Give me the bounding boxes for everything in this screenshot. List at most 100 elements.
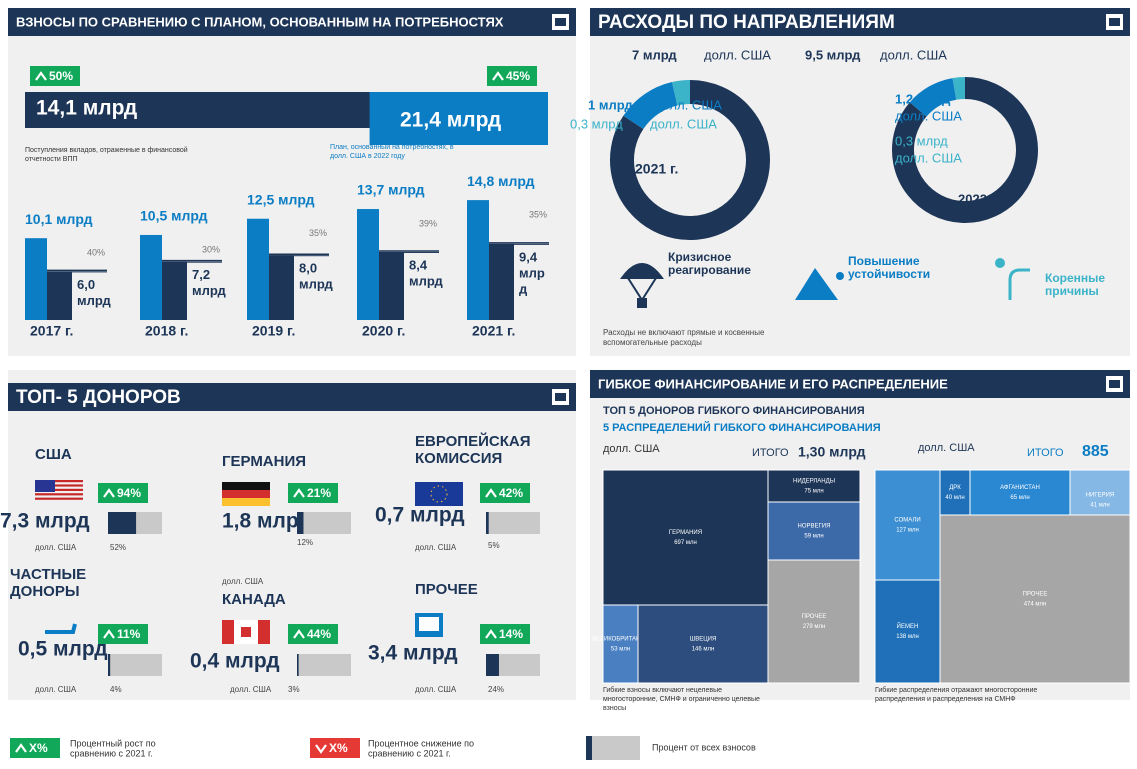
funded-value: 8,0 xyxy=(299,261,317,276)
unit: долл. США xyxy=(35,543,77,552)
funded-bar xyxy=(269,255,294,320)
share-bar xyxy=(486,654,499,676)
treemap-cell xyxy=(767,501,861,561)
year: 2018 г. xyxy=(145,323,188,339)
year: 2019 г. xyxy=(252,323,295,339)
share-track xyxy=(297,654,351,676)
value: 1,2 млрд xyxy=(895,91,951,106)
year: 2022 xyxy=(958,191,987,206)
unit: долл. США xyxy=(655,97,722,112)
funded-line xyxy=(379,251,439,253)
change-badge xyxy=(288,483,338,503)
total-value: 1,30 млрд xyxy=(798,444,866,460)
cell-value: 474 млн xyxy=(1024,602,1047,608)
treemap-cell xyxy=(767,559,861,684)
year: 2017 г. xyxy=(30,323,73,339)
legend-share-bar xyxy=(586,736,592,760)
donor-name: ЧАСТНЫЕ xyxy=(10,566,86,583)
arrow-icon xyxy=(485,488,497,498)
cell-name: ПРОЧЕЕ xyxy=(802,614,827,620)
category: причины xyxy=(1045,284,1099,298)
cell-name: АФГАНИСТАН xyxy=(1000,485,1040,491)
note: взносы xyxy=(603,705,626,712)
cell-name: ГЕРМАНИЯ xyxy=(669,530,702,536)
donor-amount: 7,3 млрд xyxy=(0,510,90,533)
change-value: X% xyxy=(29,741,48,755)
change-value: 94% xyxy=(117,486,141,500)
donor-name: ДОНОРЫ xyxy=(10,583,80,600)
donor-amount: 0,4 млрд xyxy=(190,650,280,673)
share-value: 12% xyxy=(297,538,313,547)
cell-name: ПРОЧЕЕ xyxy=(1023,592,1048,598)
unit: долл. США xyxy=(650,116,717,131)
total-value: 13,7 млрд xyxy=(357,182,425,198)
unit: долл. США xyxy=(230,685,272,694)
treemap-cell xyxy=(969,469,1071,516)
cell-name: НИДЕРЛАНДЫ xyxy=(793,479,835,485)
change-badge xyxy=(480,483,530,503)
note: Гибкие взносы включают нецелевые xyxy=(603,686,722,694)
flag-stripe xyxy=(35,493,83,496)
funded-line xyxy=(47,271,107,273)
note: Поступления вкладов, отраженные в финанс… xyxy=(25,146,188,154)
donut-segment xyxy=(623,82,678,130)
value: 0,3 млрд xyxy=(895,133,948,148)
total-value: 885 xyxy=(1082,443,1109,460)
change-badge xyxy=(30,66,80,86)
value: 7 млрд xyxy=(632,47,677,62)
cell-name: ВЕЛИКОБРИТАНИЯ xyxy=(592,637,649,643)
treemap-cell xyxy=(637,604,769,684)
change-value: 42% xyxy=(499,486,523,500)
donor-amount: 3,4 млрд xyxy=(368,642,458,665)
icon-people-inner xyxy=(419,617,439,631)
panel-title: ВЗНОСЫ ПО СРАВНЕНИЮ С ПЛАНОМ, ОСНОВАННЫМ… xyxy=(16,14,504,29)
funded-value: 6,0 xyxy=(77,277,95,292)
flag-stripe xyxy=(35,480,83,483)
share-track xyxy=(108,654,162,676)
donut-segment xyxy=(671,80,691,106)
category: Кризисное xyxy=(668,250,732,264)
icon-parachute xyxy=(620,263,664,301)
change-value: 14% xyxy=(499,627,523,641)
value: 0,3 млрд xyxy=(570,116,623,131)
note: многосторонние, СМНФ и ограниченно целев… xyxy=(603,696,760,703)
note: Расходы не включают прямые и косвенные xyxy=(603,328,765,337)
arrow-icon xyxy=(492,71,504,81)
funded-value: млрд xyxy=(192,283,226,298)
total-bar xyxy=(247,218,269,320)
change-value: 45% xyxy=(506,69,530,83)
unit: долл. США xyxy=(895,108,962,123)
icon-sun xyxy=(995,258,1005,268)
share-track xyxy=(486,512,540,534)
share-bar xyxy=(486,512,489,534)
donut-segment xyxy=(952,77,966,100)
donor-name: США xyxy=(35,446,72,463)
cell-value: 40 млн xyxy=(945,495,964,501)
contributed-value: 14,1 млрд xyxy=(36,97,137,120)
funded-value: д xyxy=(519,281,528,296)
legend-share-track xyxy=(592,736,640,760)
category: Повышение xyxy=(848,254,920,268)
flag-stars xyxy=(430,485,448,503)
subtitle: 5 РАСПРЕДЕЛЕНИЙ ГИБКОГО ФИНАНСИРОВАНИЯ xyxy=(603,421,881,434)
note: вспомогательные расходы xyxy=(603,338,702,347)
cell-value: 59 млн xyxy=(804,534,823,540)
gap-value: 35% xyxy=(309,228,327,238)
panel-header xyxy=(590,8,1130,36)
cell-value: 279 млн xyxy=(803,624,826,630)
total-bar xyxy=(357,209,379,320)
unit: долл. США xyxy=(415,685,457,694)
total-value: 10,1 млрд xyxy=(25,211,93,227)
change-badge xyxy=(98,624,148,644)
funded-line xyxy=(269,255,329,257)
treemap-cell xyxy=(874,469,941,581)
cell-value: 41 млн xyxy=(1090,503,1109,509)
header-icon-inner xyxy=(1109,18,1120,26)
arrow-icon xyxy=(15,743,27,753)
year: 2021 г. xyxy=(635,161,678,177)
share-track xyxy=(297,512,351,534)
panel-header xyxy=(8,383,576,411)
funded-value: 7,2 xyxy=(192,267,210,282)
total-bar xyxy=(25,238,47,320)
change-badge xyxy=(288,624,338,644)
